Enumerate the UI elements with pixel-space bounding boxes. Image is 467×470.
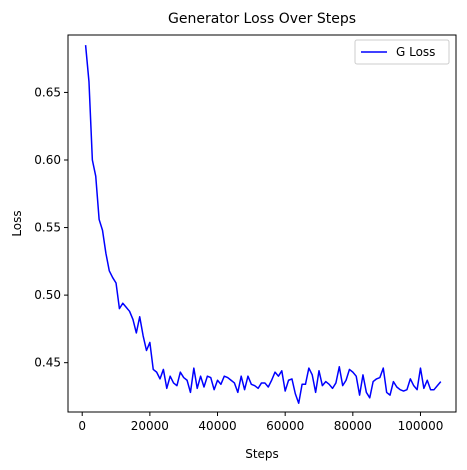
x-tick-label: 100000: [398, 419, 444, 433]
y-tick-label: 0.50: [34, 288, 61, 302]
series-layer: [84, 45, 442, 404]
legend: G Loss: [354, 39, 450, 65]
x-tick-label: 0: [78, 419, 86, 433]
legend-label-g-loss: G Loss: [396, 45, 435, 59]
y-tick-label: 0.60: [34, 153, 61, 167]
x-tick-label: 40000: [198, 419, 236, 433]
x-tick-label: 80000: [334, 419, 372, 433]
y-axis-ticks: 0.45 0.50 0.55 0.60 0.65: [34, 85, 68, 370]
x-axis-ticks: 0 20000 40000 60000 80000 100000: [78, 412, 443, 433]
legend-box: [354, 39, 450, 65]
chart-title: Generator Loss Over Steps: [168, 11, 356, 27]
plot-frame: [67, 34, 457, 413]
x-axis-label: Steps: [245, 447, 279, 461]
y-tick-label: 0.55: [34, 221, 61, 235]
y-tick-label: 0.45: [34, 356, 61, 370]
y-axis-label: Loss: [10, 210, 24, 236]
series-line-g-loss: [84, 45, 442, 404]
x-tick-label: 60000: [266, 419, 304, 433]
x-tick-label: 20000: [131, 419, 169, 433]
y-tick-label: 0.65: [34, 85, 61, 99]
